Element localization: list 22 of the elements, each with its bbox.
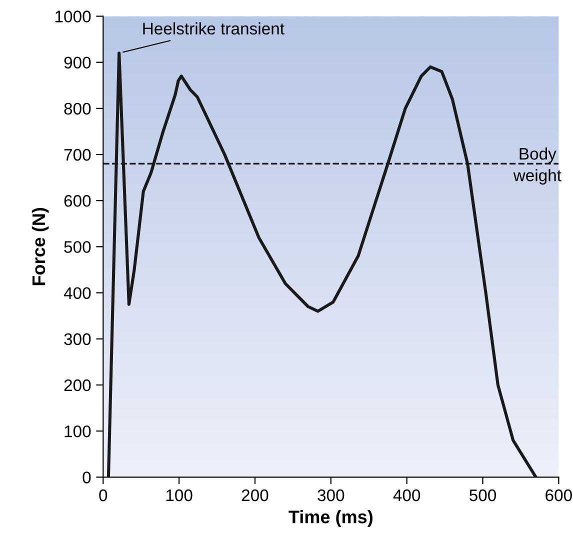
- y-tick-label: 800: [64, 102, 91, 115]
- y-tick-label: 200: [64, 379, 91, 392]
- y-tick-label: 100: [64, 425, 91, 438]
- x-axis-title: Time (ms): [288, 510, 372, 527]
- x-tick-label: 100: [166, 489, 192, 502]
- y-tick-label: 600: [64, 195, 91, 207]
- y-tick-label: 1000: [56, 10, 91, 22]
- x-tick-label: 500: [470, 489, 496, 502]
- y-tick-label: 500: [64, 241, 91, 253]
- x-tick-label: 200: [242, 489, 268, 502]
- y-tick-label: 0: [82, 472, 91, 484]
- y-tick-label: 300: [64, 333, 91, 346]
- x-tick-label: 400: [393, 489, 420, 502]
- x-tick-label: 0: [99, 489, 108, 502]
- y-tick-label: 900: [64, 56, 91, 69]
- annotation: Heelstrike transient: [143, 22, 284, 35]
- y-tick-label: 700: [64, 148, 91, 161]
- y-tick-label: 400: [64, 287, 91, 299]
- y-axis-title: Force (N): [32, 208, 49, 286]
- x-tick-label: 300: [318, 489, 344, 502]
- ref-line-label: Body weight: [513, 147, 562, 185]
- x-tick-label: 600: [546, 489, 572, 502]
